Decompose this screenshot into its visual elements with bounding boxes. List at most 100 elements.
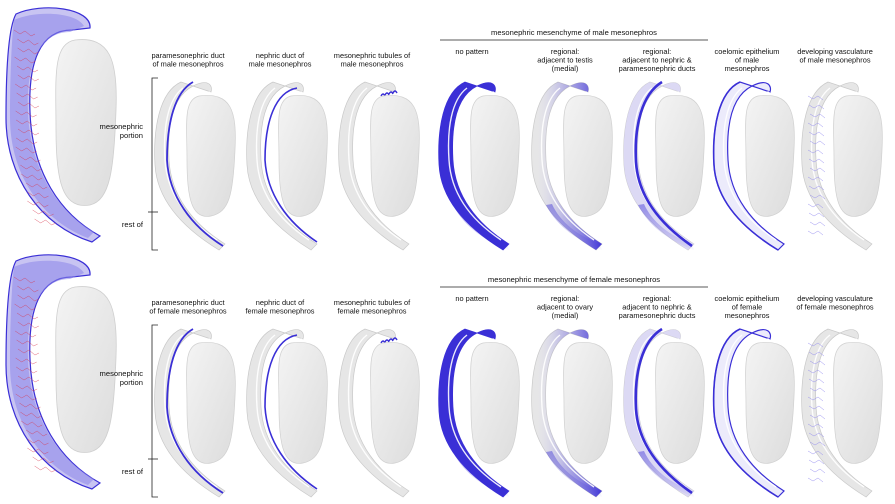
tail-fade xyxy=(453,451,509,497)
gonad xyxy=(745,95,795,217)
vessel-segment xyxy=(32,456,54,464)
tubule xyxy=(392,90,398,94)
side-label-mesonephric: mesonephric xyxy=(100,369,144,378)
tubule-white xyxy=(675,338,681,342)
vessel-segment xyxy=(13,276,36,284)
side-label-rest-of: rest of xyxy=(122,467,144,476)
portion-bracket xyxy=(148,324,158,498)
vessel-segment xyxy=(16,312,39,320)
vessel-segment xyxy=(807,423,824,429)
reference-mesonephros xyxy=(5,7,117,243)
tubule xyxy=(384,92,390,96)
panel-medial: regional:adjacent to ovary(medial) xyxy=(531,294,613,498)
nephric-duct xyxy=(264,334,318,490)
tubule-white xyxy=(579,92,585,96)
vessel-segment xyxy=(807,149,824,155)
panel-label-line: regional: xyxy=(551,294,579,303)
vessel-network xyxy=(13,29,56,226)
duct-white xyxy=(347,334,402,488)
vessel-segment xyxy=(16,339,38,347)
vessel-segment xyxy=(808,131,825,137)
panel-label-line: male mesonephros xyxy=(249,60,312,69)
vessel-network xyxy=(13,276,56,473)
panel-label-line: of male mesonephros xyxy=(152,60,223,69)
side-label-rest-of: rest of xyxy=(122,220,144,229)
vessel-segment xyxy=(34,218,56,226)
mesonephros-shape xyxy=(246,81,318,251)
vessel-segment xyxy=(809,221,826,227)
vasculature xyxy=(807,342,826,483)
vessel-segment xyxy=(808,185,825,191)
gonad xyxy=(745,342,795,464)
panel-label-line: adjacent to testis xyxy=(537,56,593,65)
duct-stain xyxy=(634,80,693,248)
vessel-segment xyxy=(17,294,39,302)
duct-white xyxy=(722,87,777,241)
tail-fade xyxy=(546,451,602,497)
gonad xyxy=(55,39,117,206)
vessel-segment xyxy=(14,330,37,338)
vessel-segment xyxy=(21,420,43,428)
gonad xyxy=(833,342,883,464)
panel-label-line: paramesonephric ducts xyxy=(619,311,696,320)
panel-label-line: regional: xyxy=(643,47,671,56)
panel-label-line: adjacent to ovary xyxy=(537,303,594,312)
vessel-segment xyxy=(20,411,42,419)
panel-medial: regional:adjacent to testis(medial) xyxy=(531,47,613,251)
vessel-segment xyxy=(809,414,826,420)
tubule-white xyxy=(849,339,855,343)
group-header: mesonephric mesenchyme of male mesonephr… xyxy=(491,28,657,37)
panel-label-line: adjacent to nephric & xyxy=(622,56,692,65)
tubule-white xyxy=(206,91,212,95)
vessel-segment xyxy=(19,155,41,163)
tubule-white xyxy=(294,339,300,343)
gonad xyxy=(370,95,420,217)
gonad xyxy=(655,342,705,464)
duct-white xyxy=(447,334,502,488)
tubule-white xyxy=(486,339,492,343)
vessel-segment xyxy=(15,357,37,365)
gonad xyxy=(55,286,117,453)
tubule-white xyxy=(761,92,767,96)
mesonephros-shape xyxy=(338,328,410,498)
vessel-segment xyxy=(807,396,824,402)
vessel-segment xyxy=(27,438,49,446)
gonad xyxy=(470,342,520,464)
duct-stain xyxy=(634,327,693,495)
tubule xyxy=(380,93,386,97)
mesonephros-fill xyxy=(10,13,94,238)
panel-label-line: of male mesonephros xyxy=(799,56,870,65)
vessel-segment xyxy=(808,378,825,384)
tubule xyxy=(384,339,390,343)
tubule-white xyxy=(671,339,677,343)
group-header: mesonephric mesenchyme of female mesonep… xyxy=(488,275,660,284)
coelomic-epithelium xyxy=(712,328,779,498)
vessel-segment xyxy=(16,384,38,392)
vessel-segment xyxy=(809,441,826,447)
vasculature xyxy=(807,95,826,236)
vessel-segment xyxy=(15,393,37,401)
panel-label-line: paramesonephric duct xyxy=(151,51,224,60)
vessel-segment xyxy=(15,146,37,154)
panel-label-line: mesonephros xyxy=(725,311,770,320)
vessel-segment xyxy=(17,74,39,82)
tail-fade xyxy=(638,204,694,250)
mesonephros-shape xyxy=(801,328,873,498)
vessel-segment xyxy=(14,56,36,64)
paramesonephric-duct xyxy=(166,81,224,247)
vessel-segment xyxy=(17,285,39,293)
tubule-white xyxy=(675,91,681,95)
panel-label-line: of female mesonephros xyxy=(796,303,874,312)
side-label-mesonephric: mesonephric xyxy=(100,122,144,131)
tubule-white xyxy=(765,91,771,95)
vessel-segment xyxy=(32,209,54,217)
gonad xyxy=(370,342,420,464)
duct-white xyxy=(810,87,865,241)
panel-label-line: adjacent to nephric & xyxy=(622,303,692,312)
panel-label-line: of female xyxy=(732,303,762,312)
tubule-white xyxy=(490,91,496,95)
vessel-segment xyxy=(14,303,36,311)
vessel-segment xyxy=(808,459,825,465)
